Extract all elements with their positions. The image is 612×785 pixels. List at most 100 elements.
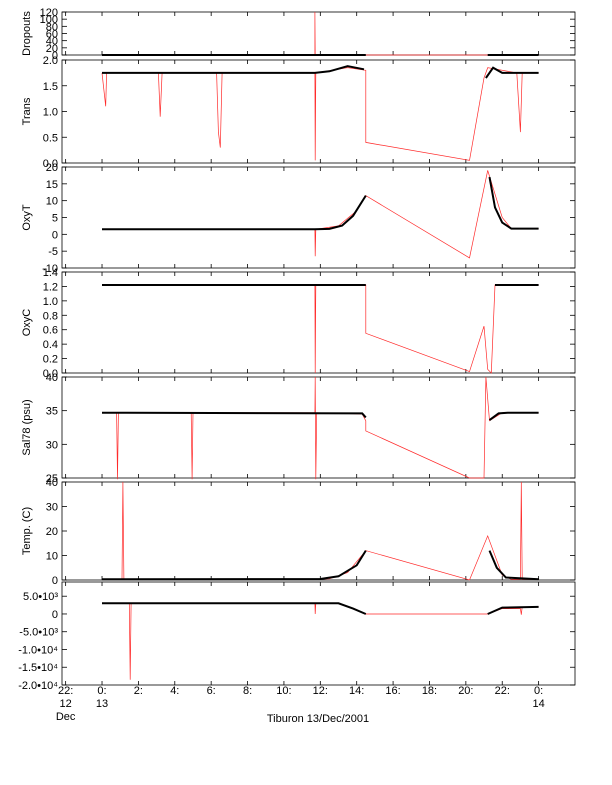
- x-tick-label: 16:: [385, 685, 400, 697]
- y-tick-label: 1.0: [43, 107, 58, 119]
- x-tick-label: 0:: [534, 685, 543, 697]
- panel-frame: [61, 166, 576, 269]
- series-line-red: [102, 284, 539, 374]
- y-tick-label: 1.0: [43, 296, 58, 308]
- panel-oxyc: 0.0 0.2 0.4 0.6 0.8 1.0 1.2 1.4 OxyC: [21, 267, 576, 380]
- chart-title: Tiburon 13/Dec/2001: [267, 713, 369, 725]
- x-tick-label: 14: [532, 698, 544, 710]
- x-tick-label: 12: [60, 698, 72, 710]
- series-line-red: [102, 376, 539, 480]
- x-tick-label: 0:: [97, 685, 106, 697]
- panel-frame: [61, 581, 576, 686]
- x-tick-label: 20:: [458, 685, 473, 697]
- y-tick-label: 30: [46, 439, 58, 451]
- y-tick-label: -2.0•10⁴: [18, 680, 58, 692]
- y-tick-label: 10: [46, 551, 58, 563]
- y-axis-label: OxyT: [21, 204, 33, 231]
- y-tick-label: 20: [46, 526, 58, 538]
- y-tick-label: 35: [46, 406, 58, 418]
- y-tick-label: 25: [46, 473, 58, 485]
- y-tick-label: 10: [46, 196, 58, 208]
- y-tick-label: 1.2: [43, 281, 58, 293]
- panel-frame: [61, 59, 576, 164]
- y-axis-label: Sal78 (psu): [21, 399, 33, 455]
- y-tick-label: -5: [48, 246, 58, 258]
- x-tick-label: 18:: [422, 685, 437, 697]
- y-tick-label: 0.4: [43, 339, 58, 351]
- panel-temp: 0 10 20 30 40 Temp. (C): [21, 477, 576, 587]
- y-tick-label: 20: [46, 162, 58, 174]
- x-tick-label: 13: [96, 698, 108, 710]
- x-tick-label: 10:: [276, 685, 291, 697]
- panel-sal78: 25 30 35 40 Sal78 (psu): [21, 372, 576, 485]
- x-tick-label: 4:: [170, 685, 179, 697]
- series-line-black: [102, 195, 367, 231]
- x-tick-label: Dec: [56, 711, 76, 723]
- x-tick-label: 22:: [58, 685, 73, 697]
- y-axis-label: Trans: [21, 97, 33, 125]
- panel-bottom: -2.0•10⁴ -1.5•10⁴ -1.0•10⁴ -5.0•10³ 0 5.0•10³: [18, 581, 576, 692]
- y-tick-label: 0.8: [43, 310, 58, 322]
- x-tick-label: 22:: [495, 685, 510, 697]
- y-tick-label: 0.0: [43, 158, 58, 170]
- y-tick-label: 2.0: [43, 55, 58, 67]
- y-tick-label: 0.6: [43, 325, 58, 337]
- y-tick-label: 1.5: [43, 81, 58, 93]
- series-line-black: [488, 550, 539, 581]
- y-tick-label: 40: [46, 372, 58, 384]
- x-tick-label: 14:: [349, 685, 364, 697]
- y-tick-label: 1.4: [43, 267, 58, 279]
- y-tick-label: -5.0•10³: [19, 627, 58, 639]
- y-tick-label: 0.2: [43, 354, 58, 366]
- y-tick-label: 0.0: [43, 368, 58, 380]
- series-line-red: [101, 67, 539, 161]
- y-tick-label: 60: [46, 29, 58, 41]
- y-tick-label: 0: [52, 229, 58, 241]
- series-line-red: [102, 481, 539, 581]
- y-tick-label: 120: [40, 7, 58, 19]
- x-tick-label: 12:: [313, 685, 328, 697]
- series-line-black: [101, 411, 367, 419]
- y-tick-label: 100: [40, 14, 58, 26]
- panel-frame: [61, 11, 576, 56]
- y-tick-label: -1.0•10⁴: [18, 644, 58, 656]
- panel-frame: [61, 481, 576, 581]
- y-tick-label: 5: [52, 213, 58, 225]
- y-tick-label: 40: [46, 477, 58, 489]
- y-tick-label: 40: [46, 36, 58, 48]
- series-line-black: [102, 602, 367, 615]
- y-tick-label: 80: [46, 21, 58, 33]
- panel-frame: [61, 271, 576, 374]
- y-axis-label: Temp. (C): [21, 507, 33, 555]
- y-tick-label: 0.5: [43, 132, 58, 144]
- x-tick-label: 2:: [134, 685, 143, 697]
- y-tick-label: 0: [52, 575, 58, 587]
- x-tick-label: 8:: [243, 685, 252, 697]
- panel-frame: [61, 376, 576, 479]
- y-axis-label: OxyC: [21, 309, 33, 337]
- series-line-black: [101, 550, 367, 581]
- series-line-black: [102, 65, 365, 74]
- series-line-red: [102, 170, 539, 259]
- panel-trans: 0.0 0.5 1.0 1.5 2.0 Trans: [21, 55, 576, 170]
- y-tick-label: 0: [52, 609, 58, 621]
- y-tick-label: -1.5•10⁴: [18, 662, 58, 674]
- series-line-red: [102, 602, 539, 680]
- y-tick-label: 0: [52, 50, 58, 62]
- y-tick-label: 20: [46, 43, 58, 55]
- y-axis-label: Dropouts: [21, 11, 33, 56]
- y-tick-label: 15: [46, 179, 58, 191]
- y-tick-label: -10: [42, 263, 58, 275]
- y-tick-label: 30: [46, 502, 58, 514]
- series-line-red: [102, 11, 539, 56]
- series-line-black: [488, 411, 539, 421]
- y-tick-label: 5.0•10³: [23, 591, 58, 603]
- series-line-black: [488, 176, 539, 230]
- series-line-black: [485, 66, 539, 79]
- panel-oxyt: -10 -5 0 5 10 15 20 OxyT: [21, 162, 576, 275]
- x-tick-label: 6:: [207, 685, 216, 697]
- series-line-black: [487, 605, 539, 615]
